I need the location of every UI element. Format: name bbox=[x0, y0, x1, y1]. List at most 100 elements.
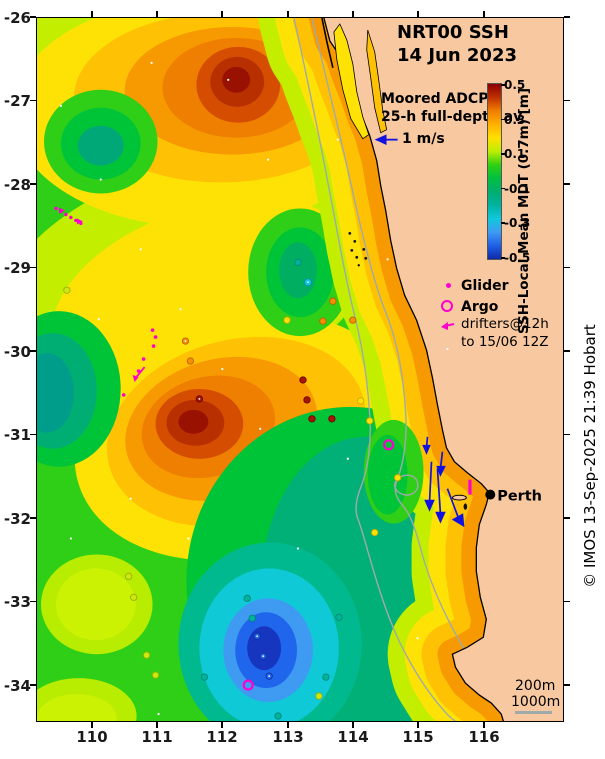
adcp-arrows bbox=[374, 134, 465, 528]
x-tick-111: 111 bbox=[141, 728, 173, 746]
axis-tick bbox=[483, 11, 485, 17]
colorbar-tick-label: -0.1 bbox=[504, 181, 531, 196]
argo-legend-label: Argo bbox=[461, 299, 499, 315]
isobath-1000m-label: 1000m bbox=[511, 694, 561, 710]
x-tick-114: 114 bbox=[337, 728, 369, 746]
axis-tick bbox=[30, 266, 36, 269]
axis-tick bbox=[30, 99, 36, 102]
title-line1: NRT00 SSH bbox=[397, 22, 509, 43]
drifter-legend-marker bbox=[441, 322, 455, 330]
argo-marker bbox=[242, 679, 254, 691]
y-tick--31: -31 bbox=[3, 426, 31, 444]
axis-tick bbox=[564, 684, 570, 686]
axis-tick bbox=[30, 684, 36, 686]
colorbar-tick-label: 0.3 bbox=[504, 112, 526, 127]
glider-argo-drifters bbox=[54, 206, 472, 691]
drifters-line2: to 15/06 12Z bbox=[461, 334, 549, 350]
axis-tick bbox=[417, 11, 419, 17]
map-plot-area: Perth bbox=[36, 17, 564, 722]
axis-tick bbox=[287, 11, 289, 17]
axis-tick bbox=[91, 722, 93, 728]
title-line2: 14 Jun 2023 bbox=[397, 45, 518, 66]
perth-marker: Perth bbox=[485, 489, 542, 505]
glider-legend-marker bbox=[446, 283, 451, 288]
x-tick-110: 110 bbox=[76, 728, 108, 746]
x-tick-115: 115 bbox=[402, 728, 434, 746]
colorbar-tick-label: 0.1 bbox=[504, 147, 526, 162]
colorbar-axis-label: SSH-Local Mean MDT (0.7m) [m] bbox=[516, 87, 532, 335]
drifter-track bbox=[54, 206, 83, 226]
y-tick--28: -28 bbox=[3, 176, 31, 194]
x-tick-113: 113 bbox=[272, 728, 304, 746]
shark-bay-water-east bbox=[366, 29, 388, 134]
axis-tick bbox=[30, 517, 36, 519]
glider-track bbox=[121, 328, 158, 397]
adcp-scale-label: 1 m/s bbox=[402, 131, 445, 147]
colorbar-tick bbox=[501, 84, 505, 86]
credit-watermark: © IMOS 13-Sep-2025 21:39 Hobart bbox=[581, 324, 599, 588]
glider-legend-label: Glider bbox=[461, 278, 509, 294]
colorbar-tick-label: -0.3 bbox=[504, 216, 531, 231]
axis-tick bbox=[91, 11, 93, 17]
axis-tick bbox=[564, 517, 570, 519]
y-tick--34: -34 bbox=[3, 677, 31, 695]
colorbar-tick bbox=[501, 153, 505, 155]
axis-tick bbox=[30, 16, 36, 18]
axis-tick bbox=[156, 11, 158, 17]
ssh-map: Perth bbox=[37, 18, 563, 721]
isobath-line-sample bbox=[515, 711, 552, 714]
adcp-legend-line2: 25-h full-depth av bbox=[381, 109, 523, 125]
x-tick-116: 116 bbox=[468, 728, 500, 746]
axis-tick bbox=[564, 16, 570, 18]
land bbox=[321, 18, 563, 721]
axis-tick bbox=[221, 722, 223, 728]
y-tick--32: -32 bbox=[3, 510, 31, 528]
axis-tick bbox=[564, 350, 570, 352]
drifters-legend: drifters@12h to 15/06 12Z bbox=[461, 315, 549, 351]
coastal-glider-track bbox=[468, 479, 472, 495]
isobath-1000m-line bbox=[293, 18, 456, 721]
axis-tick bbox=[564, 99, 570, 102]
argo-marker bbox=[383, 439, 395, 451]
colorbar-tick-label: 0.5 bbox=[504, 78, 526, 92]
x-tick-112: 112 bbox=[206, 728, 238, 746]
axis-tick bbox=[30, 600, 36, 603]
axis-tick bbox=[483, 722, 485, 728]
abrolhos-islands bbox=[348, 231, 368, 267]
y-tick--26: -26 bbox=[3, 9, 31, 27]
y-tick--33: -33 bbox=[3, 593, 31, 611]
observation-markers bbox=[59, 61, 449, 720]
colorbar-tick bbox=[501, 118, 505, 121]
isobath-200m-label: 200m bbox=[515, 678, 556, 694]
colorbar bbox=[487, 83, 502, 260]
axis-tick bbox=[564, 183, 570, 185]
axis-tick bbox=[564, 433, 570, 436]
axis-tick bbox=[30, 350, 36, 352]
perth-label: Perth bbox=[497, 489, 542, 505]
adcp-legend-line1: Moored ADCP bbox=[381, 91, 489, 107]
axis-tick bbox=[30, 183, 36, 185]
axis-tick bbox=[352, 722, 354, 728]
argo-legend-marker bbox=[441, 300, 453, 312]
colorbar-tick bbox=[501, 187, 505, 190]
rottnest-island bbox=[451, 494, 467, 501]
axis-tick bbox=[564, 266, 570, 269]
garden-island bbox=[463, 503, 468, 510]
colorbar-tick bbox=[501, 257, 505, 259]
colorbar-tick bbox=[501, 222, 505, 224]
axis-tick bbox=[287, 722, 289, 728]
y-tick--27: -27 bbox=[3, 92, 31, 110]
axis-tick bbox=[352, 11, 354, 17]
y-tick--29: -29 bbox=[3, 259, 31, 277]
axis-tick bbox=[30, 433, 36, 436]
adcp-legend: Moored ADCP 25-h full-depth av bbox=[381, 90, 522, 126]
drifters-line1: drifters@12h bbox=[461, 316, 549, 332]
axis-tick bbox=[221, 11, 223, 17]
axis-tick bbox=[564, 600, 570, 603]
axis-tick bbox=[156, 722, 158, 728]
figure-title: NRT00 SSH 14 Jun 2023 bbox=[397, 21, 517, 67]
coastline bbox=[323, 18, 563, 721]
adcp-scale-arrow bbox=[374, 134, 398, 145]
shark-bay-water bbox=[333, 23, 370, 140]
